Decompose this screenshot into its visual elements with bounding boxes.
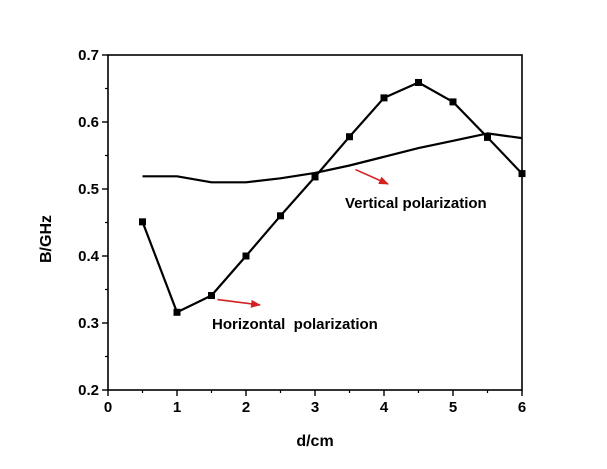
y-axis-label: B/GHz <box>38 215 55 263</box>
data-point <box>139 218 146 226</box>
series-line-horizontal <box>141 81 523 314</box>
x-tick-label: 6 <box>518 399 526 416</box>
data-point <box>311 173 319 181</box>
data-point <box>208 292 215 300</box>
x-axis-label: d/cm <box>296 433 333 450</box>
data-point <box>173 308 181 316</box>
plot-frame <box>107 54 523 391</box>
data-point <box>242 252 250 260</box>
y-tick-label: 0.4 <box>78 248 100 265</box>
x-tick-label: 3 <box>311 399 319 416</box>
annotation-arrow <box>217 298 261 308</box>
axes: 0 1 2 3 4 5 6 0.2 0.3 0.4 0.5 0.6 0.7 <box>78 47 526 416</box>
x-tick-label: 4 <box>380 399 389 416</box>
y-tick-label: 0.6 <box>78 114 99 131</box>
annotation-arrow <box>355 168 389 185</box>
annotations: Horizontal polarization Vertical polariza… <box>212 168 487 333</box>
data-point <box>449 98 457 106</box>
annotation-label-horizontal: Horizontal polarization <box>212 316 378 333</box>
data-point <box>380 94 388 102</box>
series-layer <box>139 78 526 316</box>
data-point <box>277 212 284 220</box>
data-point <box>346 133 353 141</box>
y-tick-label: 0.7 <box>78 47 99 64</box>
y-tick-label: 0.2 <box>78 382 99 399</box>
x-tick-label: 1 <box>173 399 181 416</box>
x-tick-label: 2 <box>242 399 250 416</box>
data-point <box>415 78 422 86</box>
data-point <box>484 133 491 141</box>
x-tick-label: 5 <box>449 399 457 416</box>
series-line-vertical <box>142 132 523 184</box>
annotation-label-vertical: Vertical polarization <box>345 195 487 212</box>
y-tick-label: 0.3 <box>78 315 99 332</box>
data-point <box>518 170 526 178</box>
x-tick-label: 0 <box>104 399 112 416</box>
y-tick-label: 0.5 <box>78 181 99 198</box>
